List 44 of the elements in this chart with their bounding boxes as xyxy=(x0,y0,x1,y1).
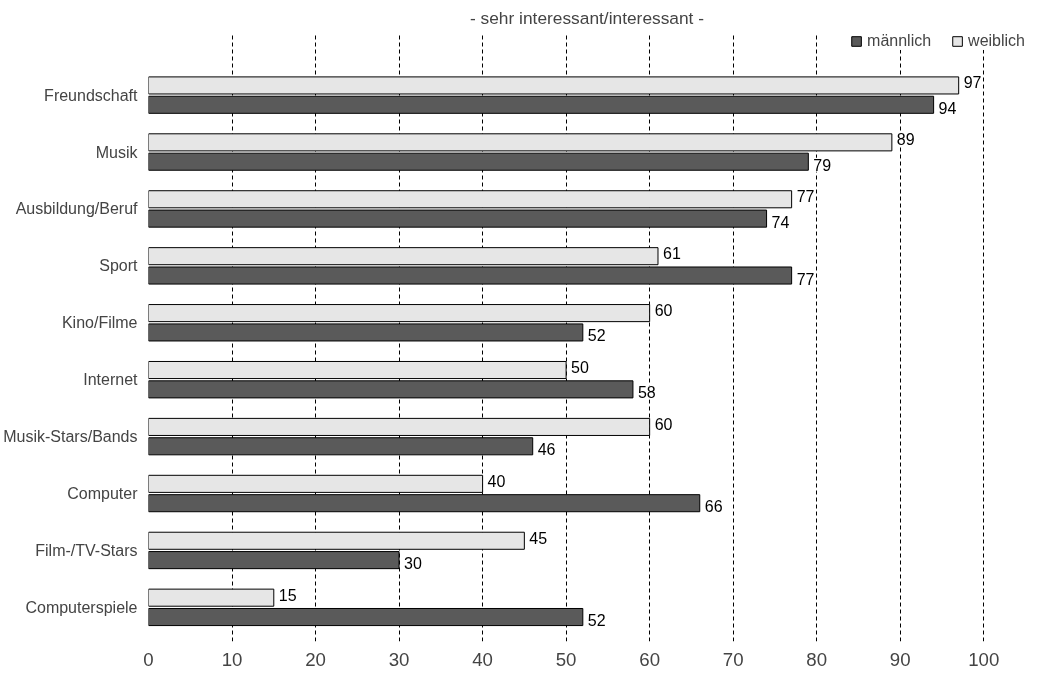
data-label: 60 xyxy=(654,415,673,433)
data-label: 40 xyxy=(487,472,506,490)
data-label: 15 xyxy=(278,586,297,604)
data-label: 30 xyxy=(404,555,422,573)
y-tick-label: Freundschaft xyxy=(44,86,139,104)
y-tick-label: Ausbildung/Beruf xyxy=(15,200,139,218)
data-label: 77 xyxy=(796,270,815,288)
data-label: 94 xyxy=(938,99,957,117)
y-tick-label: Musik-Stars/Bands xyxy=(3,428,138,446)
data-label: 52 xyxy=(587,327,606,345)
data-label: 74 xyxy=(771,213,790,231)
x-tick-label: 70 xyxy=(722,648,744,670)
data-label: 97 xyxy=(963,74,982,92)
data-label: 50 xyxy=(571,359,590,377)
x-tick-label: 90 xyxy=(889,648,911,670)
chart-title: - sehr interessant/interessant - xyxy=(469,7,705,28)
x-tick-label: 60 xyxy=(639,648,661,670)
y-tick-label: Computerspiele xyxy=(25,598,138,616)
data-label: 77 xyxy=(796,188,815,206)
data-label: 45 xyxy=(529,529,548,547)
data-label: 89 xyxy=(896,131,915,149)
legend-label: weiblich xyxy=(968,32,1025,50)
data-label: 58 xyxy=(637,384,656,402)
y-tick-label: Internet xyxy=(83,371,139,389)
x-tick-label: 40 xyxy=(472,648,493,670)
legend-label: männlich xyxy=(867,32,932,50)
data-label: 60 xyxy=(654,302,673,320)
x-tick-label: 100 xyxy=(968,648,1000,670)
data-label: 66 xyxy=(704,498,723,516)
y-tick-label: Sport xyxy=(99,257,139,275)
data-label: 52 xyxy=(587,612,606,630)
x-tick-label: 20 xyxy=(305,648,326,670)
x-tick-label: 10 xyxy=(221,648,243,670)
data-label: 46 xyxy=(537,441,556,459)
y-tick-label: Film-/TV-Stars xyxy=(35,541,138,559)
y-tick-label: Computer xyxy=(67,485,139,503)
data-label: 61 xyxy=(663,245,681,263)
x-tick-label: 50 xyxy=(555,648,577,670)
y-tick-label: Kino/Filme xyxy=(61,314,138,332)
data-label: 79 xyxy=(813,156,832,174)
x-tick-label: 30 xyxy=(388,648,410,670)
x-tick-label: 0 xyxy=(143,648,154,670)
y-tick-label: Musik xyxy=(95,143,139,161)
x-tick-label: 80 xyxy=(806,648,828,670)
